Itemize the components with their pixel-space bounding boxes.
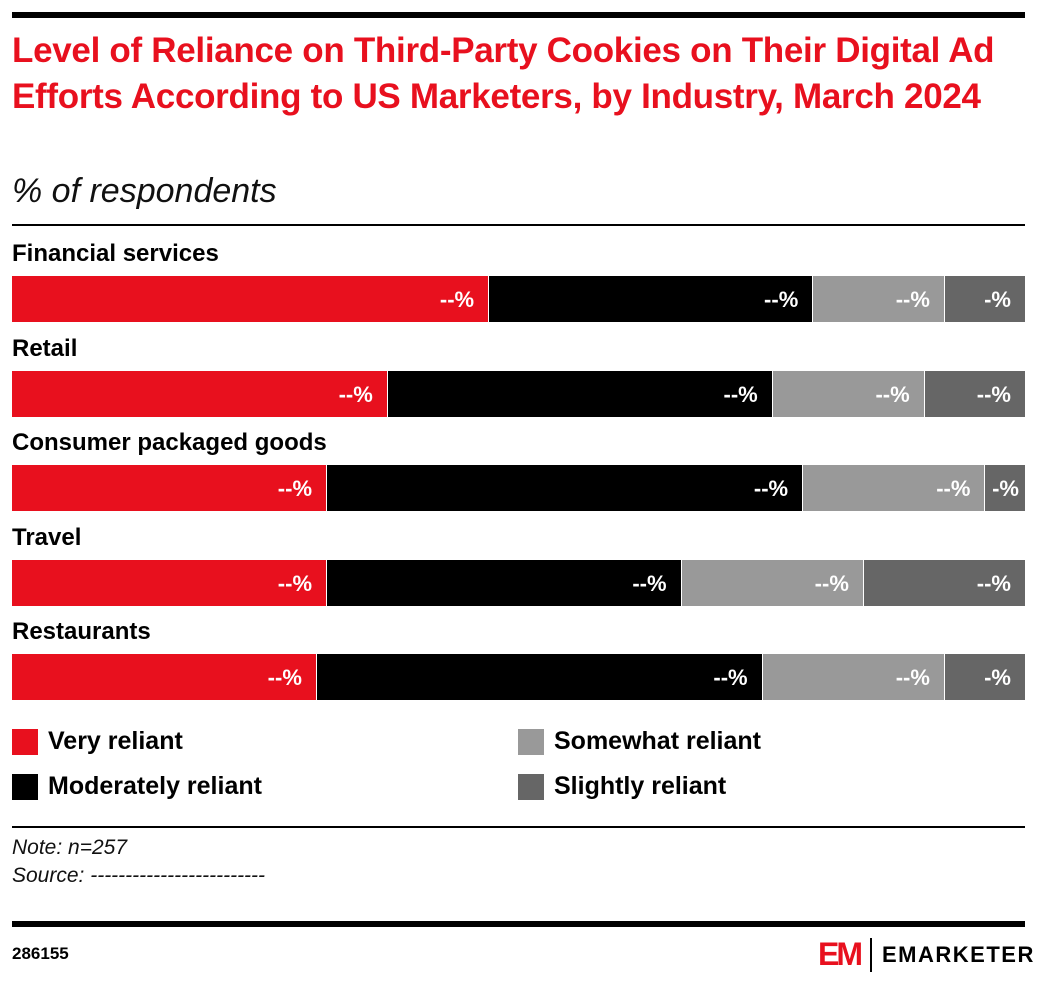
data-label: --% [713, 665, 748, 690]
top-rule [12, 12, 1025, 18]
note: Note: n=257 [12, 836, 128, 859]
legend-swatch [12, 773, 38, 800]
bar-segment: --% [12, 276, 489, 322]
legend-swatch [518, 728, 544, 755]
bar-segment: --% [488, 276, 813, 322]
bar-row: --% --% --% -% [12, 654, 1025, 700]
divider [12, 826, 1025, 828]
data-label: --% [267, 665, 302, 690]
data-label: -% [984, 665, 1011, 690]
data-label: --% [277, 570, 313, 596]
data-label: -% [984, 287, 1011, 312]
bar-segment: -% [943, 654, 1025, 700]
legend-swatch [12, 728, 38, 755]
category-label: Retail [12, 334, 78, 362]
category-label: Consumer packaged goods [12, 429, 327, 456]
legend-label: Somewhat reliant [554, 727, 761, 755]
bar-segment: --% [923, 370, 1025, 417]
category-label: Travel [12, 523, 82, 551]
chart-subtitle: % of respondents [12, 172, 277, 210]
em-logo-icon: EM [818, 936, 863, 972]
legend-swatch [518, 773, 544, 800]
category-label: Restaurants [12, 618, 151, 645]
chart-title: Level of Reliance on Third-Party Cookies… [12, 31, 995, 116]
bar-segment: --% [12, 654, 316, 700]
data-label: --% [439, 287, 475, 312]
bar-segment: --% [12, 559, 327, 606]
bar-segment: --% [12, 370, 387, 417]
legend-label: Slightly reliant [554, 772, 727, 800]
bar-segment: --% [862, 559, 1025, 606]
bar-segment: --% [802, 465, 985, 511]
bar-segment: -% [943, 276, 1025, 322]
bar-row: --% --% --% -% [12, 276, 1025, 322]
legend-item: Slightly reliant [518, 772, 726, 801]
data-label: --% [338, 381, 373, 407]
bar-segment: --% [315, 654, 762, 700]
legend-item: Somewhat reliant [518, 727, 761, 756]
data-label: --% [753, 476, 789, 501]
data-label: --% [976, 381, 1011, 407]
data-label: -% [992, 476, 1019, 501]
bar-segment: -% [984, 465, 1025, 511]
legend-item: Moderately reliant [12, 772, 262, 801]
bar-row: --% --% --% --% [12, 559, 1025, 606]
data-label: --% [814, 570, 849, 596]
data-label: --% [895, 287, 930, 312]
chart-id: 286155 [12, 944, 69, 963]
bottom-rule [12, 921, 1025, 927]
bar-segment: --% [680, 559, 863, 606]
data-label: --% [632, 570, 667, 596]
legend-label: Very reliant [48, 727, 183, 755]
brand-name: EMARKETER [882, 941, 1035, 967]
logo-separator [870, 937, 872, 972]
bar-segment: --% [771, 370, 924, 417]
bar-segment: --% [761, 654, 944, 700]
emarketer-logo: EM EMARKETER [818, 936, 1035, 973]
data-label: --% [895, 665, 930, 690]
source: Source: ------------------------- [12, 864, 266, 887]
data-label: --% [764, 287, 799, 312]
bar-segment: --% [12, 465, 327, 511]
legend-item: Very reliant [12, 727, 183, 756]
category-label: Financial services [12, 240, 219, 267]
data-label: --% [976, 570, 1011, 596]
data-label: --% [277, 476, 313, 501]
bar-segment: --% [326, 559, 681, 606]
legend-label: Moderately reliant [48, 772, 262, 800]
divider [12, 224, 1025, 226]
bar-row: --% --% --% --% [12, 370, 1025, 417]
data-label: --% [936, 476, 971, 501]
data-label: --% [875, 381, 910, 407]
bar-row: --% --% --% -% [12, 465, 1025, 511]
bar-segment: --% [812, 276, 944, 322]
bar-segment: --% [326, 465, 803, 511]
data-label: --% [723, 381, 758, 407]
bar-segment: --% [386, 370, 772, 417]
